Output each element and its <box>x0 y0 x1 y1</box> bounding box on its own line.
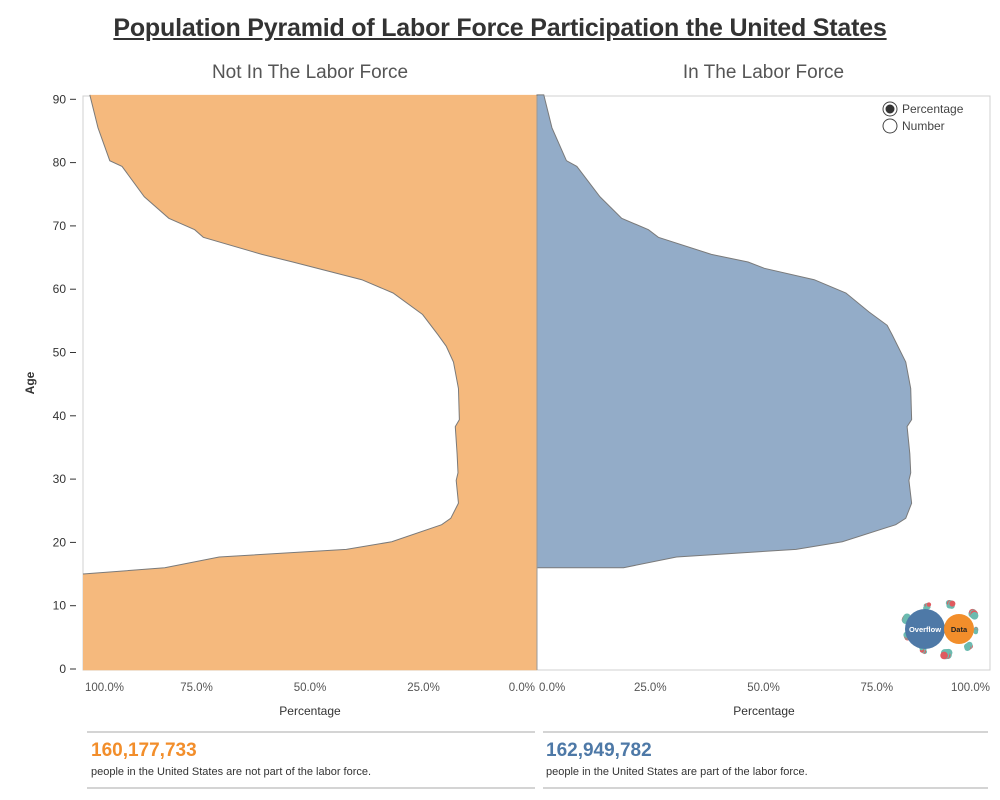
radio-number-label: Number <box>902 119 945 133</box>
left-x-tick-label: 100.0% <box>85 682 124 694</box>
logo-text-overflow: Overflow <box>909 625 941 634</box>
y-tick-label: 20 <box>53 535 67 549</box>
right-x-tick-label: 50.0% <box>747 682 780 694</box>
logo-dot <box>963 643 970 650</box>
y-tick-label: 60 <box>53 282 67 296</box>
logo-dot <box>926 602 932 607</box>
radio-selected-dot <box>885 104 895 114</box>
in-labor-force-count: 162,949,782 <box>546 740 652 761</box>
logo-dot <box>940 651 948 660</box>
radio-percentage[interactable]: Percentage <box>882 101 964 117</box>
left-x-tick-label: 25.0% <box>407 682 440 694</box>
y-tick-label: 0 <box>59 662 66 676</box>
right-x-tick-label: 75.0% <box>860 682 893 694</box>
y-tick-label: 30 <box>53 472 67 486</box>
in-labor-force-area[interactable] <box>536 94 913 670</box>
logo-text-data: Data <box>951 625 968 634</box>
right-summary-divider-bottom <box>543 787 988 789</box>
y-tick-label: 40 <box>53 409 67 423</box>
logo-dot <box>973 629 978 635</box>
y-tick-label: 90 <box>53 92 67 106</box>
radio-number[interactable]: Number <box>882 118 945 134</box>
left-x-tick-label: 75.0% <box>180 682 213 694</box>
right-x-tick-label: 0.0% <box>539 682 565 694</box>
not-in-labor-force-text: people in the United States are not part… <box>91 766 372 778</box>
logo-dot <box>970 612 979 620</box>
left-x-tick-label: 0.0% <box>509 682 535 694</box>
in-labor-force-text: people in the United States are part of … <box>546 766 808 778</box>
right-x-tick-label: 25.0% <box>634 682 667 694</box>
y-tick-label: 50 <box>53 346 67 360</box>
page-title: Population Pyramid of Labor Force Partic… <box>113 14 887 42</box>
left-summary-divider-bottom <box>87 787 535 789</box>
left-x-axis-label: Percentage <box>279 704 341 718</box>
radio-percentage-label: Percentage <box>902 102 964 116</box>
y-tick-label: 80 <box>53 156 67 170</box>
y-tick-label: 10 <box>53 599 67 613</box>
right-chart-title: In The Labor Force <box>682 62 845 83</box>
right-summary-divider-top <box>543 731 988 733</box>
y-axis-label: Age <box>23 371 37 394</box>
left-x-tick-label: 50.0% <box>294 682 327 694</box>
not-in-labor-force-count: 160,177,733 <box>91 740 197 761</box>
not-in-labor-force-area[interactable] <box>82 94 537 671</box>
in-area-fill <box>536 94 913 569</box>
not-in-area-outline <box>82 94 460 575</box>
y-tick-label: 70 <box>53 219 67 233</box>
right-x-tick-label: 100.0% <box>951 682 990 694</box>
overflow-data-logo: Overflow Data <box>901 599 979 660</box>
y-axis: 0 10 20 30 40 50 60 70 80 90 <box>53 92 76 676</box>
not-in-area-fill <box>83 94 537 671</box>
left-chart-title: Not In The Labor Force <box>211 62 409 83</box>
left-summary-divider-top <box>87 731 535 733</box>
x-axis: 100.0% 75.0% 50.0% 25.0% 0.0% 0.0% 25.0% 50.0% 7… <box>85 682 990 694</box>
right-x-axis-label: Percentage <box>733 704 795 718</box>
logo-dot <box>949 600 956 607</box>
